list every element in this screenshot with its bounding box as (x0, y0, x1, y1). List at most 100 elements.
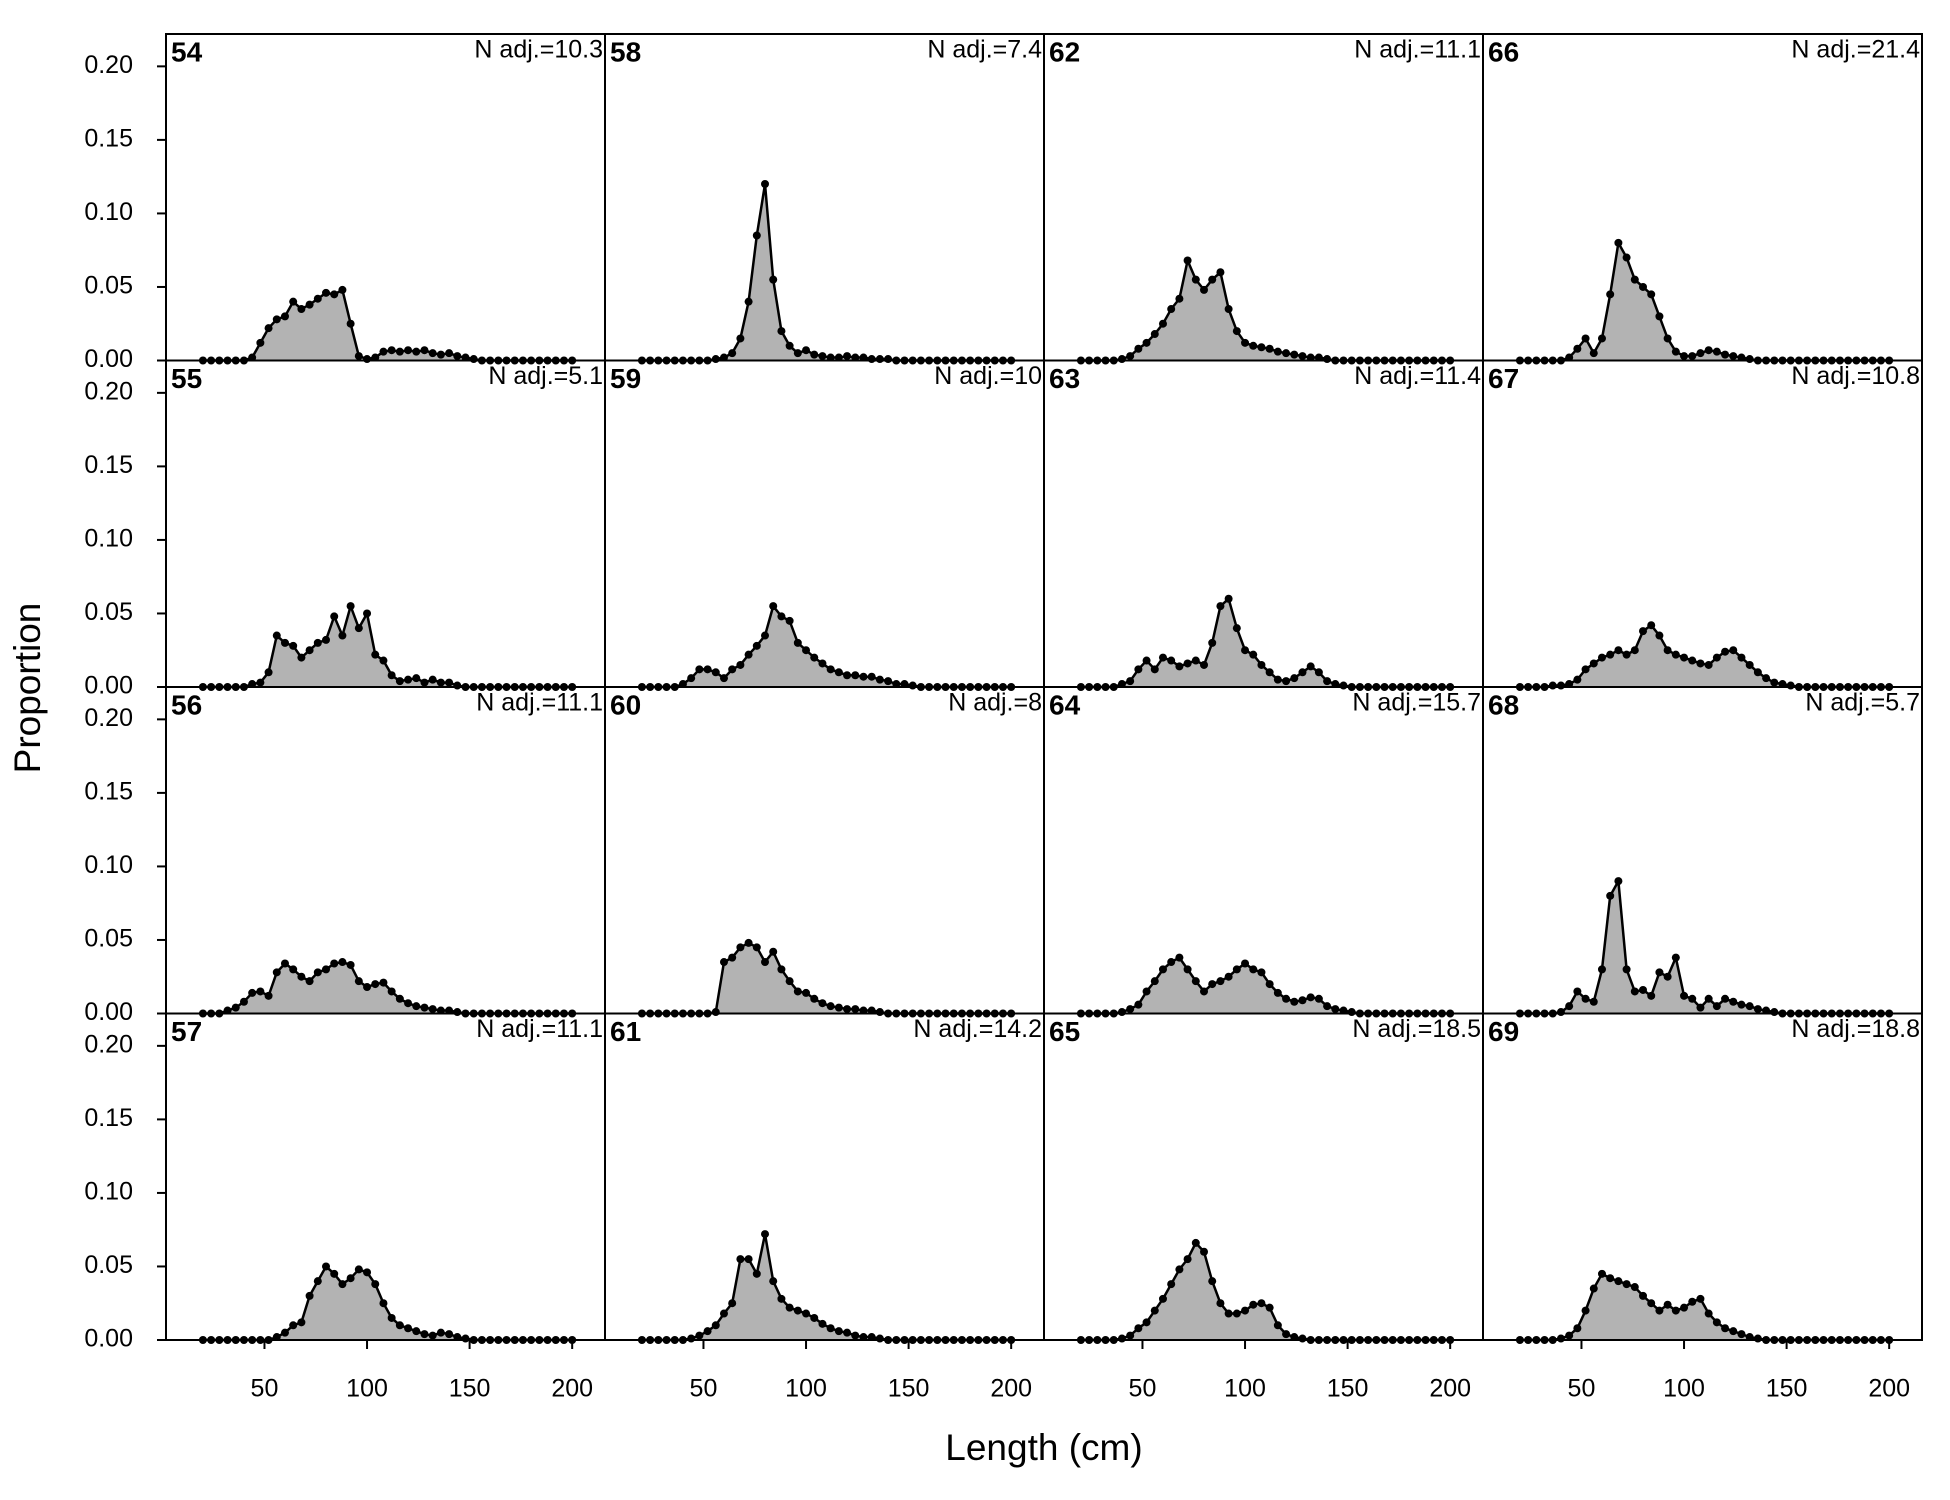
point (695, 665, 704, 674)
point (280, 312, 289, 321)
y-tick-label: 0.00 (84, 998, 133, 1026)
point (387, 1313, 396, 1322)
point (728, 1299, 737, 1308)
point (1753, 1334, 1762, 1343)
point (1167, 1280, 1176, 1289)
point (313, 1277, 322, 1286)
point (1224, 1309, 1233, 1318)
point (1753, 668, 1762, 677)
panel-title: 60 (610, 689, 641, 720)
point (428, 675, 437, 684)
point (1737, 1000, 1746, 1009)
point (1290, 350, 1299, 359)
point (810, 994, 819, 1003)
x-tick-label: 100 (1663, 1375, 1705, 1403)
point (1117, 1334, 1126, 1343)
point (1614, 1277, 1623, 1286)
point (1614, 877, 1623, 886)
point (1622, 965, 1631, 974)
point (1655, 968, 1664, 977)
y-tick-label: 0.15 (84, 778, 133, 806)
point (1241, 338, 1250, 347)
point (736, 334, 745, 343)
point (1134, 1324, 1143, 1333)
y-tick-label: 0.20 (84, 1030, 133, 1058)
point (1126, 352, 1135, 361)
point (1639, 1291, 1648, 1300)
point (338, 631, 347, 640)
x-tick-label: 50 (1568, 1375, 1596, 1403)
y-tick-label: 0.15 (84, 1104, 133, 1132)
y-tick-label: 0.05 (84, 925, 133, 953)
y-tick-label: 0.10 (84, 1178, 133, 1206)
point (1191, 656, 1200, 665)
point (1216, 602, 1225, 611)
point (1762, 674, 1771, 683)
point (728, 349, 737, 358)
point (1729, 352, 1738, 361)
point (1671, 953, 1680, 962)
annotation: N adj.=11.1 (1354, 36, 1481, 64)
y-tick-label: 0.05 (84, 272, 133, 300)
point (1589, 659, 1598, 668)
point (404, 675, 413, 684)
point (744, 938, 753, 947)
point (453, 352, 462, 361)
point (1183, 256, 1192, 265)
y-tick-label: 0.10 (84, 525, 133, 553)
point (379, 347, 388, 356)
area (641, 942, 1012, 1014)
panel-border (165, 359, 606, 688)
line (641, 941, 1012, 1015)
point (280, 959, 289, 968)
point (322, 635, 331, 644)
point (1282, 349, 1291, 358)
panel-border (165, 33, 606, 362)
panel-title: 55 (171, 363, 202, 394)
point (346, 960, 355, 969)
point (395, 677, 404, 686)
area (1080, 1242, 1451, 1340)
point (810, 350, 819, 359)
point (289, 641, 298, 650)
point (428, 1005, 437, 1014)
point (1688, 994, 1697, 1003)
point (1150, 665, 1159, 674)
point (1241, 646, 1250, 655)
point (728, 665, 737, 674)
point (884, 355, 893, 364)
y-tick-label: 0.00 (84, 345, 133, 373)
point (703, 1327, 712, 1336)
point (1150, 330, 1159, 339)
point (1175, 953, 1184, 962)
point (711, 668, 720, 677)
point (1232, 965, 1241, 974)
panel-border (1043, 1012, 1484, 1341)
y-tick-label: 0.00 (84, 1325, 133, 1353)
point (1565, 1002, 1574, 1011)
point (1117, 1008, 1126, 1017)
point (1298, 1334, 1307, 1343)
point (239, 997, 248, 1006)
point (777, 327, 786, 336)
point (851, 671, 860, 680)
point (793, 349, 802, 358)
point (1273, 347, 1282, 356)
point (1208, 980, 1217, 989)
point (453, 681, 462, 690)
point (330, 612, 339, 621)
point (1175, 1265, 1184, 1274)
panel-border (1043, 686, 1484, 1015)
line (1519, 239, 1890, 362)
point (1314, 994, 1323, 1003)
x-tick-label: 50 (690, 1375, 718, 1403)
y-tick-label: 0.20 (84, 51, 133, 79)
point (1282, 994, 1291, 1003)
point (1729, 646, 1738, 655)
point (1142, 656, 1151, 665)
point (1589, 1284, 1598, 1293)
point (793, 1306, 802, 1315)
point (785, 616, 794, 625)
x-tick-label: 100 (1224, 1375, 1266, 1403)
point (1573, 675, 1582, 684)
